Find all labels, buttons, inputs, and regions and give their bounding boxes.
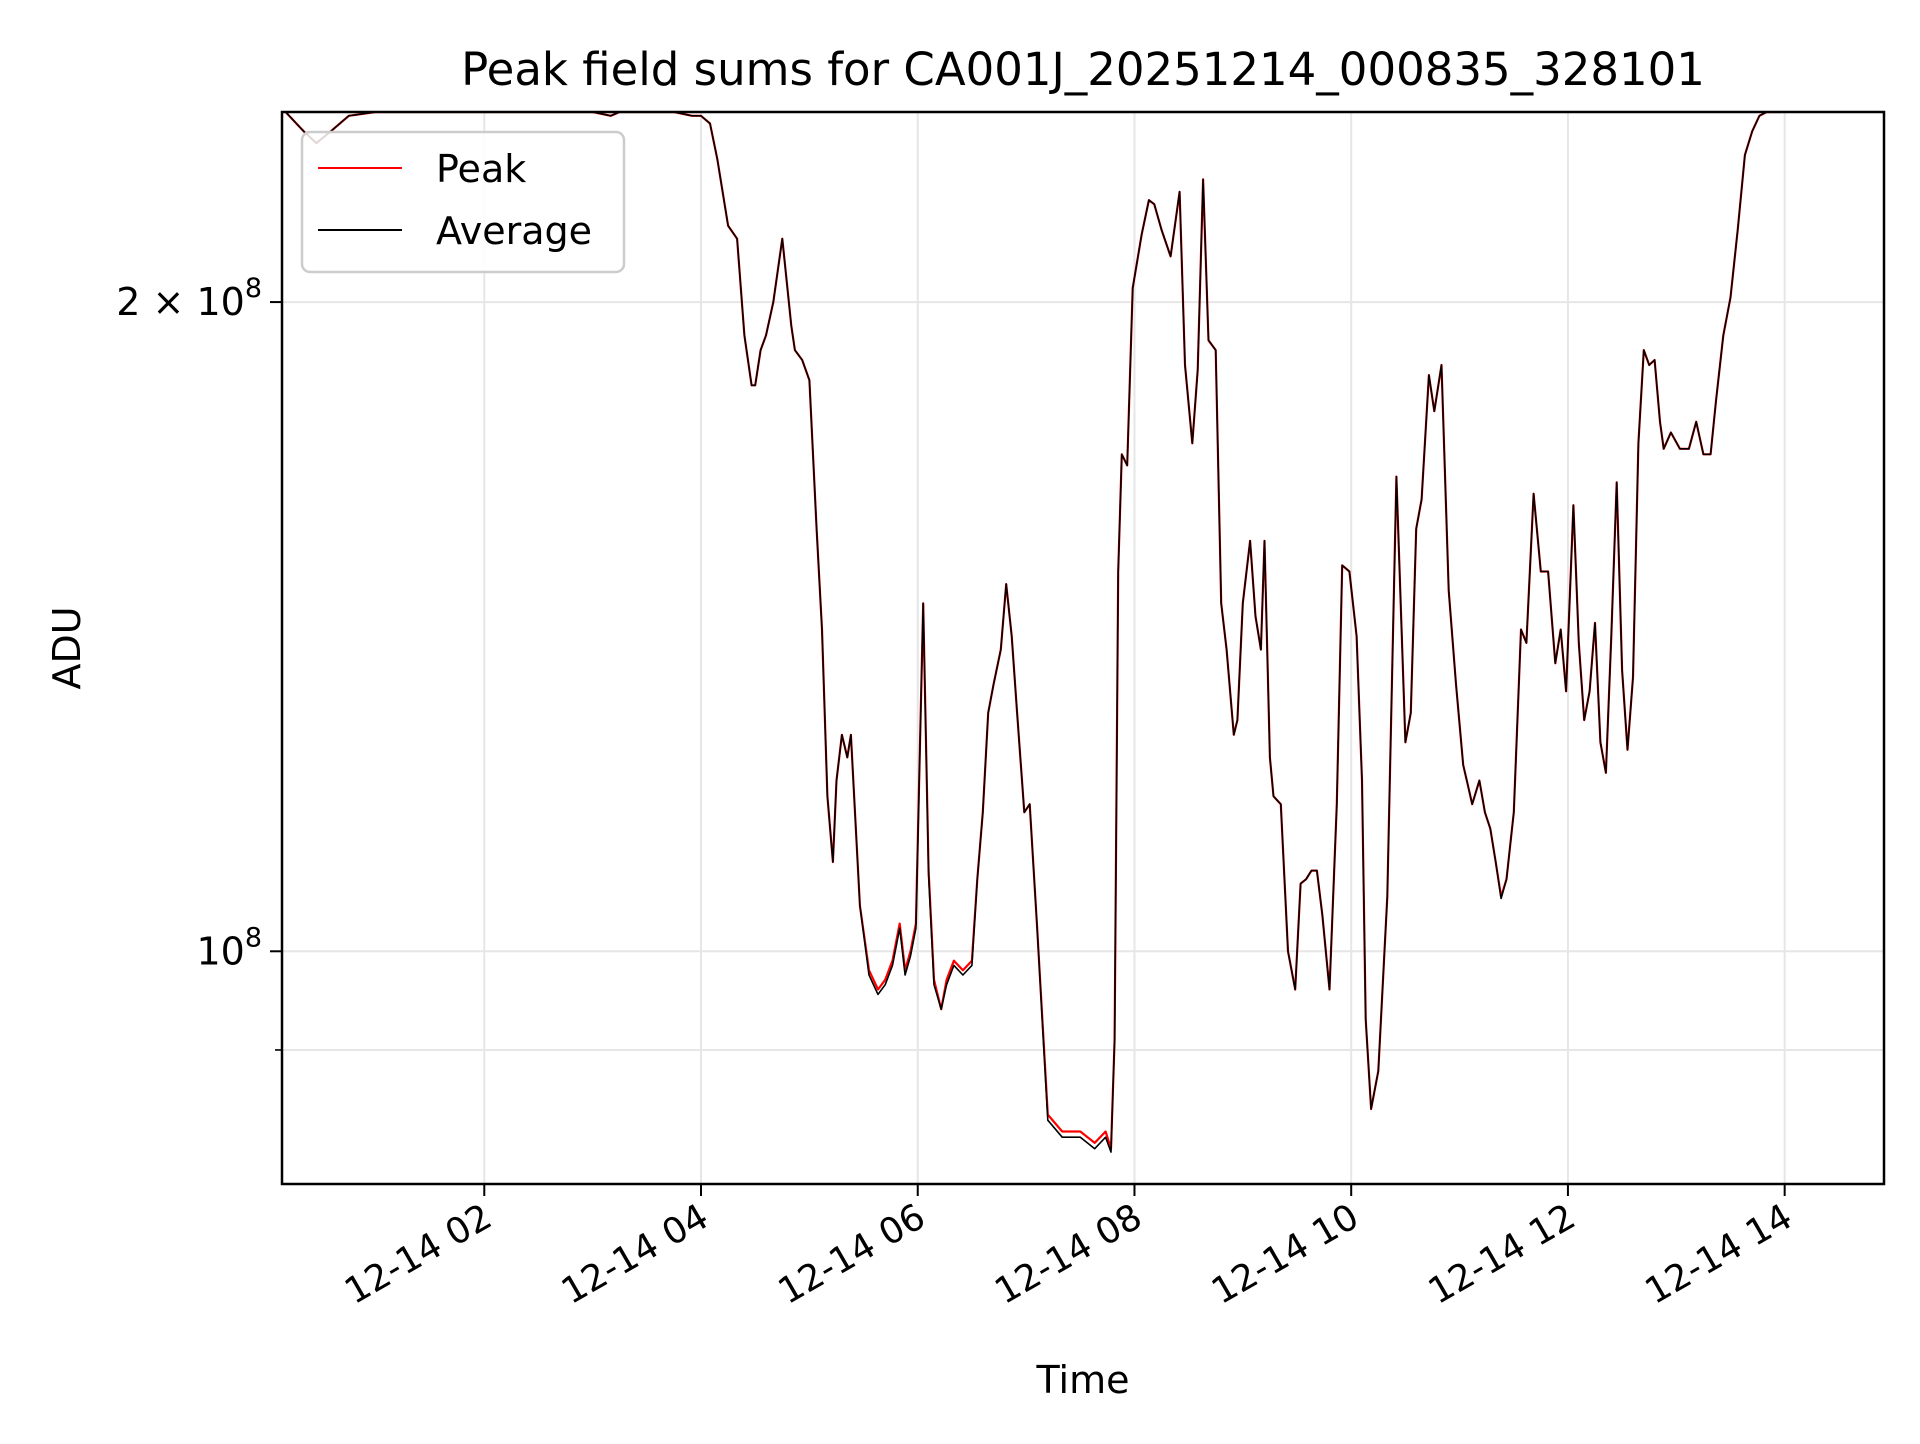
y-tick-base: 2 × 10 xyxy=(116,280,245,324)
legend-label-peak: Peak xyxy=(436,147,526,191)
series-layer xyxy=(284,112,1782,1153)
y-tick-base: 10 xyxy=(196,929,244,973)
legend-label-average: Average xyxy=(436,209,592,253)
series-line-average xyxy=(285,112,1782,1153)
chart-title: Peak field sums for CA001J_20251214_0008… xyxy=(461,43,1705,96)
legend: Peak Average xyxy=(300,130,626,274)
y-tick-label: 2 × 108 xyxy=(116,273,262,324)
x-axis-label: Time xyxy=(1036,1358,1130,1402)
y-tick-exponent: 8 xyxy=(245,922,262,953)
plot-frame xyxy=(280,110,1886,1186)
y-tick-exponent: 8 xyxy=(245,273,262,304)
y-axis-label: ADU xyxy=(45,606,89,689)
y-tick-label: 108 xyxy=(196,922,262,973)
